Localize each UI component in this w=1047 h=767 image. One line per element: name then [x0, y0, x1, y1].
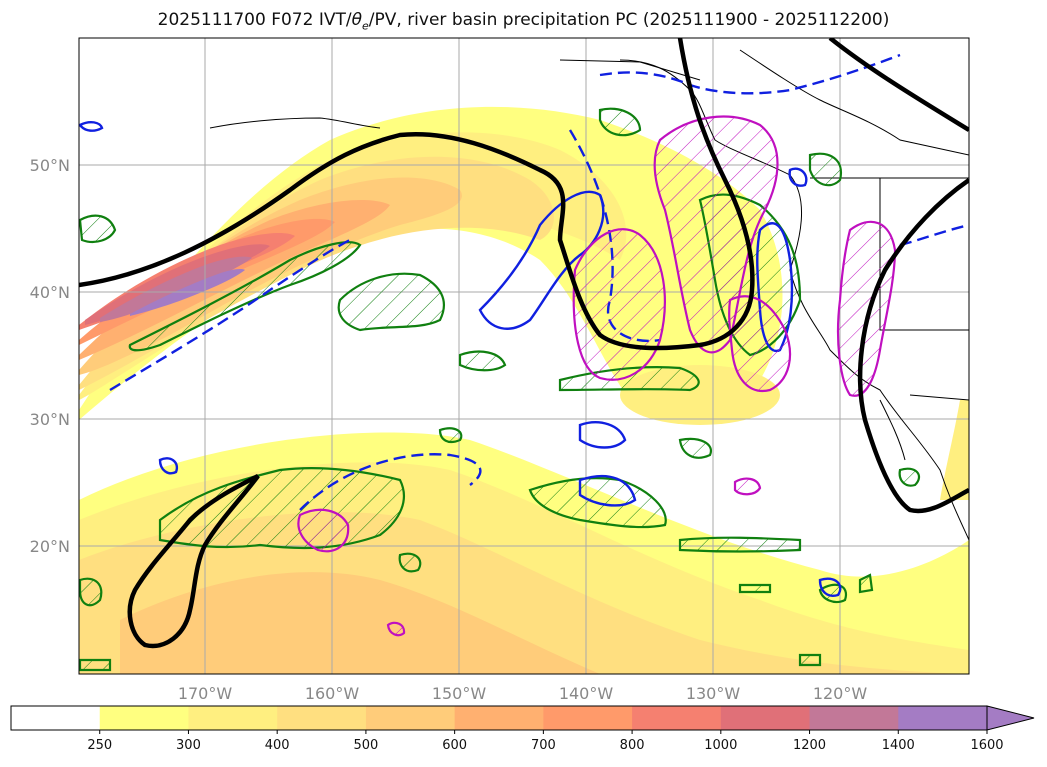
colorbar-swatch [632, 706, 722, 730]
colorbar-swatch [11, 706, 101, 730]
colorbar-swatch [365, 706, 456, 730]
pv-contour [79, 38, 969, 649]
colorbar-tick-label: 600 [442, 738, 467, 753]
colorbar-tick-label: 1000 [704, 738, 737, 753]
colorbar-swatch [454, 706, 544, 730]
colorbar-tick-label: 1200 [793, 738, 826, 753]
colorbar-tick-label: 500 [353, 738, 378, 753]
colorbar-tick-label: 1400 [882, 738, 915, 753]
lat-label-50n: 50°N [30, 156, 70, 175]
colorbar-frame [10, 705, 988, 731]
colorbar-ticks: 250 300 400 500 600 700 800 1000 1200 1400 1600 [87, 730, 1004, 753]
colorbar-swatch [898, 706, 988, 730]
colorbar-swatch [720, 706, 811, 730]
colorbar-swatches [11, 706, 988, 730]
colorbar: 250 300 400 500 600 700 800 1000 1200 1400 1600 [10, 705, 1035, 753]
lon-label-150w: 150°W [432, 684, 487, 703]
map-area [79, 38, 969, 674]
lat-labels: 50°N 40°N 30°N 20°N [30, 156, 70, 556]
colorbar-swatch [188, 706, 278, 730]
colorbar-extend-arrow [986, 705, 1035, 731]
green-contours [79, 107, 921, 672]
colorbar-tick-label: 400 [265, 738, 290, 753]
colorbar-tick-label: 250 [87, 738, 112, 753]
lon-label-130w: 130°W [686, 684, 741, 703]
lat-label-20n: 20°N [30, 537, 70, 556]
lon-label-120w: 120°W [813, 684, 868, 703]
colorbar-tick-label: 700 [531, 738, 556, 753]
lon-label-140w: 140°W [559, 684, 614, 703]
colorbar-tick-label: 800 [620, 738, 645, 753]
lon-label-170w: 170°W [178, 684, 233, 703]
precip-pc-contours [297, 115, 897, 637]
colorbar-tick-label: 300 [176, 738, 201, 753]
colorbar-swatch [99, 706, 189, 730]
lat-label-30n: 30°N [30, 410, 70, 429]
colorbar-swatch [277, 706, 367, 730]
colorbar-tick-label: 1600 [970, 738, 1003, 753]
lon-label-160w: 160°W [305, 684, 360, 703]
lon-labels: 170°W 160°W 150°W 140°W 130°W 120°W [178, 684, 868, 703]
colorbar-swatch [543, 706, 633, 730]
colorbar-swatch [809, 706, 899, 730]
map-frame [78, 37, 970, 675]
lat-label-40n: 40°N [30, 283, 70, 302]
map-title: 2025111700 F072 IVT/θe/PV, river basin p… [157, 10, 890, 33]
